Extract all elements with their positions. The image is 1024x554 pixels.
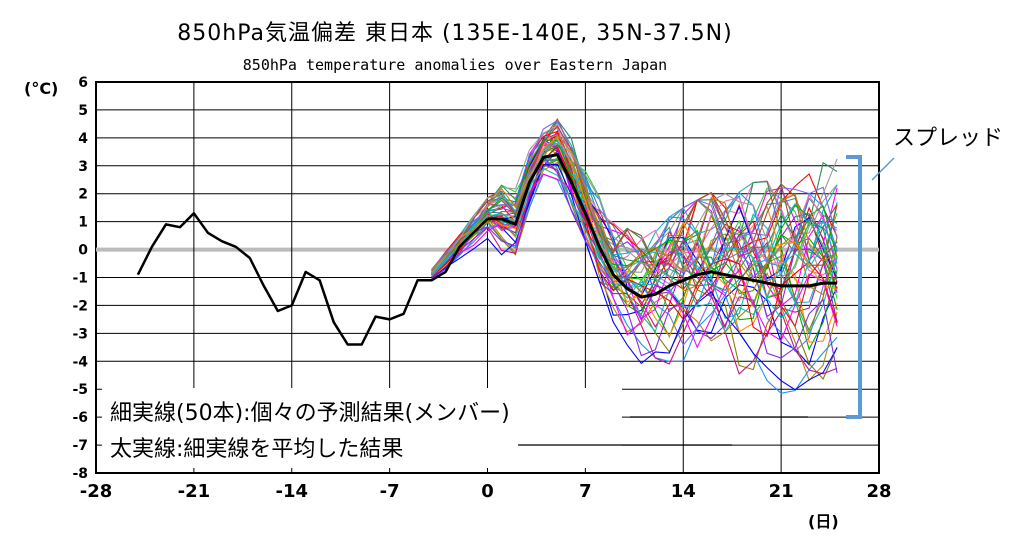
y-tick-label: -3 [72,326,88,342]
x-tick-label: -28 [80,481,113,502]
y-tick-label: -7 [72,438,88,454]
spread-label: スプレッド [893,126,1003,151]
x-tick-label: 0 [481,481,494,502]
y-tick-label: 6 [78,75,88,91]
member-line [431,144,838,309]
members-note: 細実線(50本):個々の予測結果(メンバー) [110,401,510,426]
y-tick-label: -2 [72,298,88,314]
y-tick-label: 4 [78,131,88,147]
member-lines [431,118,838,394]
y-tick-label: 0 [78,243,88,259]
y-tick-label: 2 [78,187,88,203]
member-line [431,125,838,278]
spread-bracket [846,155,862,419]
ensemble-mean-series [487,153,838,299]
y-tick-label: -8 [72,466,88,482]
chart-title: 850hPa気温偏差 東日本 (135E-140E, 35N-37.5N) [177,21,732,46]
x-axis-unit: (日) [808,512,839,531]
member-line [431,139,838,323]
y-axis-unit: (°C) [24,79,58,98]
observed-line [136,212,489,346]
spread-pointer [871,157,895,181]
member-line [431,156,838,374]
x-tick-label: 14 [671,481,696,502]
mean-line [487,153,838,299]
y-tick-label: -6 [72,410,88,426]
member-line [431,119,838,277]
mean-note: 太実線:細実線を平均した結果 [110,437,403,462]
y-tick-label: 3 [78,159,88,175]
y-tick-label: 5 [78,103,88,119]
chart-subtitle: 850hPa temperature anomalies over Easter… [243,56,667,74]
annotation-box [102,388,622,468]
y-tick-label: -1 [72,271,88,287]
x-tick-label: -7 [380,481,400,502]
x-tick-label: 28 [866,481,891,502]
x-tick-label: 21 [769,481,794,502]
y-tick-label: -5 [72,382,88,398]
x-tick-label: -14 [275,481,308,502]
member-line [431,136,838,303]
member-line [431,139,838,281]
observed-series [136,212,489,346]
y-tick-label: 1 [78,215,88,231]
member-line [431,163,838,391]
y-tick-label: -4 [72,354,88,370]
member-line [431,173,838,349]
member-line [431,130,838,271]
member-line [431,157,838,299]
member-line [431,118,838,271]
member-line [431,133,838,289]
member-line [431,134,838,284]
member-line [431,146,838,338]
x-tick-label: 7 [579,481,592,502]
member-line [431,167,838,333]
x-tick-label: -21 [178,481,211,502]
member-line [431,142,838,279]
